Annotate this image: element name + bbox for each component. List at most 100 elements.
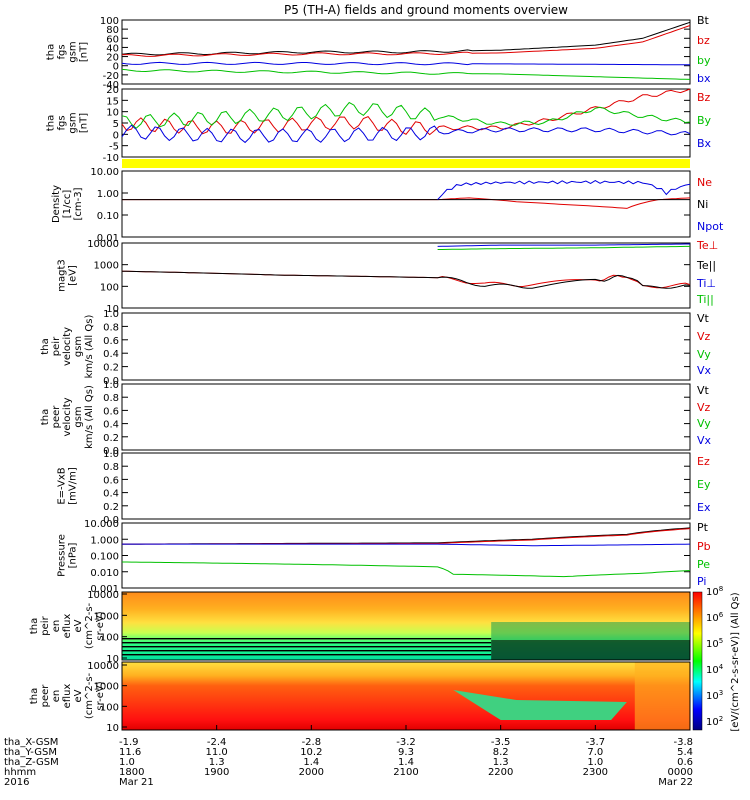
legend-label: Vt: [697, 384, 710, 397]
series-line-Bz: [121, 88, 691, 136]
y-tick-label: 10.00: [90, 167, 119, 178]
x-tick-label: -3.5: [491, 737, 511, 748]
x-tick-label: -3.2: [396, 737, 416, 748]
y-tick-label: 0.2: [103, 433, 119, 444]
y-tick-label: 10000: [87, 590, 119, 601]
series-line-Te||: [121, 270, 691, 289]
x-tick-label: 0000: [668, 767, 693, 778]
legend-label: Bt: [697, 14, 710, 27]
y-tick-label: 80: [106, 25, 119, 36]
panel-frame: [121, 383, 691, 451]
y-tick-label: 0.8: [103, 393, 119, 404]
legend-label: bx: [697, 72, 711, 85]
legend-label: Pe: [697, 558, 710, 571]
legend-label: Vz: [697, 330, 711, 343]
y-tick-label: 20: [106, 53, 119, 64]
x-tick-label: 1800: [119, 767, 144, 778]
y-tick-label: 0.010: [90, 568, 119, 579]
data-quality-bar: [122, 159, 690, 168]
y-tick-label: 60: [106, 34, 119, 45]
legend-label: Vy: [697, 348, 711, 361]
legend-label: Pt: [697, 521, 709, 534]
y-tick-label: -10: [103, 153, 119, 164]
axis-row-label: tha_Z-GSM: [4, 757, 59, 768]
y-tick-label: 1.00: [97, 189, 119, 200]
legend-label: Ni: [697, 198, 708, 211]
series-line-Npot: [437, 180, 691, 200]
y-axis-label: E=-VxB[mV/m]: [57, 467, 79, 505]
x-tick-label: 2300: [583, 767, 608, 778]
panel-10: 10000 1000 100 10thapeerenefluxeV(cm^2-s-sr…: [29, 661, 691, 734]
series-line-By: [121, 101, 691, 129]
panel-frame: [121, 522, 691, 589]
y-tick-label: 5: [113, 119, 119, 130]
legend-label: Vx: [697, 364, 712, 377]
legend-label: by: [697, 54, 711, 67]
panel-8: 10.000 1.000 0.100 0.010 0.001 Pressure[nPa] P…: [57, 519, 711, 595]
y-tick-label: 10000: [87, 661, 119, 672]
y-tick-label: 0.6: [103, 406, 119, 417]
y-tick-label: -20: [103, 71, 119, 82]
x-tick-label: 11.0: [206, 747, 228, 758]
x-tick-label: 9.3: [398, 747, 414, 758]
y-tick-label: 0.01: [97, 233, 119, 244]
y-tick-label: 0.2: [103, 363, 119, 374]
y-axis-label: thapeervelocitygsmkm/s (All Qs): [40, 385, 95, 449]
panel-3: 10.00 1.00 0.10 0.01 Density[1/cc][cm-3] Ne Ni…: [51, 167, 724, 244]
panel-frame: [121, 591, 691, 661]
y-tick-label: 0: [113, 130, 119, 141]
series-line-bz: [121, 25, 691, 57]
panel-7: 1.0 0.8 0.6 0.4 0.2 0.0 E=-VxB[mV/m] Ez Ey Ex: [57, 449, 711, 526]
legend-label: Pb: [697, 540, 711, 553]
y-tick-label: 0.8: [103, 462, 119, 473]
y-tick-label: 10.000: [84, 519, 119, 530]
colorbar-tick: 105: [706, 637, 723, 650]
series-line-bx: [121, 61, 690, 66]
y-tick-label: 0.0: [103, 446, 119, 457]
x-tick-label: -1.9: [119, 737, 139, 748]
y-tick-label: -5: [109, 142, 119, 153]
y-tick-label: 0.2: [103, 502, 119, 513]
heatmap-region: [491, 640, 690, 660]
y-tick-label: 100: [100, 282, 119, 293]
x-tick-label: 7.0: [587, 747, 603, 758]
x-tick-label: 1.3: [209, 757, 225, 768]
legend-label: Te⊥: [696, 239, 718, 252]
y-tick-label: 100: [100, 16, 119, 27]
x-tick-label: 1.3: [493, 757, 509, 768]
panel-frame: [121, 242, 691, 309]
series-line-Ti⊥: [437, 243, 690, 247]
y-tick-label: 0.4: [103, 420, 119, 431]
legend-label: Vy: [697, 417, 711, 430]
panel-frame: [121, 452, 691, 520]
panel-frame: [121, 170, 691, 238]
y-tick-label: 0.8: [103, 322, 119, 333]
x-tick-label: 1.4: [303, 757, 319, 768]
x-tick-label: 1.0: [119, 757, 135, 768]
y-tick-label: 20: [106, 85, 119, 96]
panel-9: 10000 1000 100 10thapeirenefluxeV(cm^2-s-sr…: [29, 590, 691, 665]
y-tick-label: 0.001: [90, 584, 119, 595]
y-tick-label: 1000: [94, 261, 119, 272]
y-axis-label: thapeirvelocitygsmkm/s (All Qs): [40, 315, 95, 379]
y-tick-label: 10000: [87, 239, 119, 250]
series-line-by: [121, 68, 691, 80]
y-axis-label: thafgsgsm[nT]: [46, 41, 90, 62]
x-tick-label: -2.8: [302, 737, 322, 748]
legend-label: By: [697, 114, 712, 127]
heatmap-region: [634, 662, 690, 730]
y-tick-label: 1.0: [103, 449, 119, 460]
panel-4: 10000 1000 100 10 magt3[eV] Te⊥ Te|| Ti⊥ Ti||: [57, 239, 719, 315]
y-tick-label: 1000: [94, 682, 119, 693]
colorbar: 102 103 104 105 106 108 [eV/(cm^2-s-sr-eV)] (A…: [692, 585, 741, 732]
y-tick-label: 0.6: [103, 475, 119, 486]
x-tick-label: -2.4: [207, 737, 227, 748]
legend-label: Ez: [697, 455, 710, 468]
x-tick-label: 1.4: [398, 757, 414, 768]
colorbar-tick: 102: [706, 715, 723, 728]
panel-5: 1.0 0.8 0.6 0.4 0.2 0.0 thapeirvelocitygsmkm/s…: [40, 309, 712, 387]
heatmap-region: [453, 690, 627, 720]
